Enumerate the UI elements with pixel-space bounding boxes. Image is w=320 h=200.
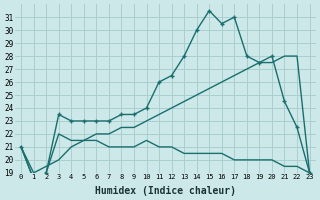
X-axis label: Humidex (Indice chaleur): Humidex (Indice chaleur) (95, 186, 236, 196)
